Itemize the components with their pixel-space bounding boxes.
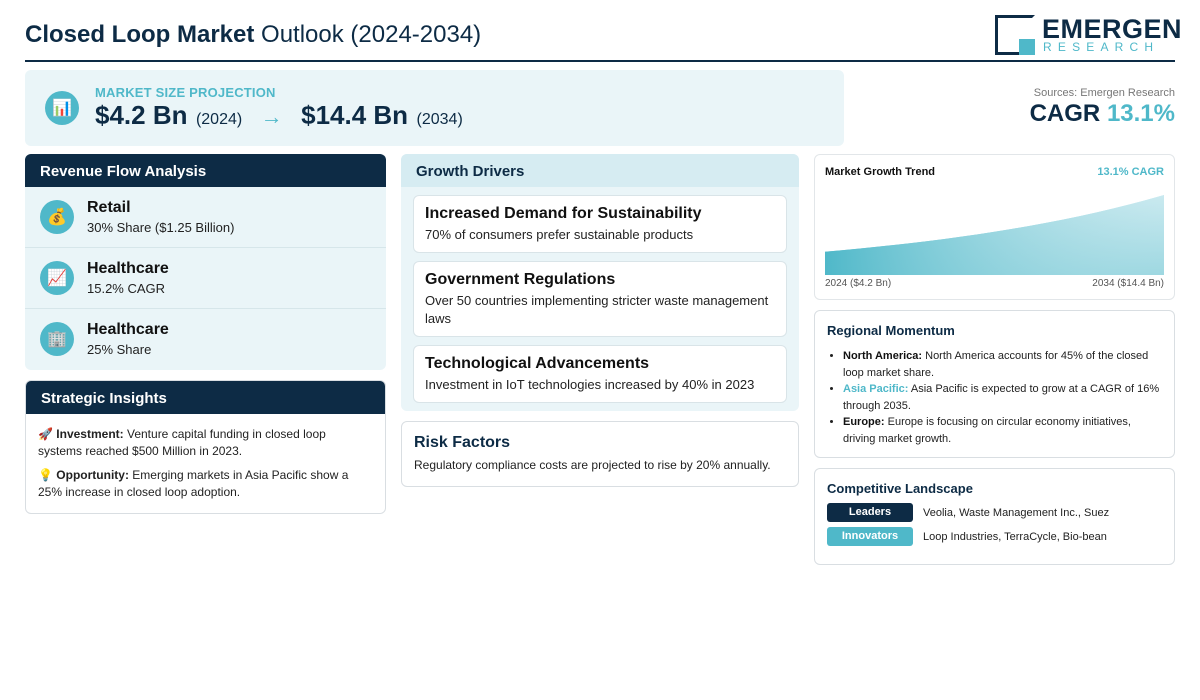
driver-card: Increased Demand for Sustainability 70% … — [413, 195, 787, 253]
cagr-value: 13.1% — [1106, 100, 1175, 127]
projection-label: MARKET SIZE PROJECTION — [95, 85, 276, 100]
end-year: (2034) — [416, 111, 463, 128]
risk-factors-text: Regulatory compliance costs are projecte… — [414, 458, 771, 472]
region-label: Asia Pacific: — [843, 383, 909, 395]
projection-values: $4.2 Bn (2024) → $14.4 Bn (2034) — [95, 100, 463, 131]
growth-area-highlight — [825, 195, 1164, 275]
driver-text: Over 50 countries implementing stricter … — [425, 293, 769, 326]
sources-text: Sources: Emergen Research — [1033, 87, 1175, 99]
page-header: Closed Loop Market Outlook (2024-2034) E… — [25, 12, 1182, 62]
emergen-logo: EMERGEN RESEARCH — [995, 14, 1182, 56]
trend-start-label: 2024 ($4.2 Bn) — [825, 278, 892, 289]
trend-end-label: 2034 ($14.4 Bn) — [1092, 278, 1164, 289]
driver-title: Technological Advancements — [425, 355, 650, 372]
competitive-landscape-heading: Competitive Landscape — [827, 481, 973, 496]
strategic-insights-heading: Strategic Insights — [26, 381, 385, 414]
trend-cagr: 13.1% CAGR — [1097, 166, 1164, 178]
title-rest: Outlook (2024-2034) — [254, 21, 482, 48]
regional-list: North America: North America accounts fo… — [827, 348, 1162, 447]
logo-main-text: EMERGEN — [1042, 14, 1183, 44]
end-value: $14.4 Bn — [301, 100, 409, 130]
driver-text: 70% of consumers prefer sustainable prod… — [425, 227, 694, 242]
trend-up-icon: 📈 — [40, 261, 74, 295]
strategic-insights-panel: Strategic Insights 🚀 Investment: Venture… — [25, 380, 386, 514]
leaders-badge: Leaders — [827, 503, 913, 522]
revenue-item-retail: 💰 Retail 30% Share ($1.25 Billion) — [25, 187, 386, 248]
revenue-item-title: Healthcare — [87, 260, 169, 277]
revenue-item-title: Healthcare — [87, 321, 169, 338]
title-bold: Closed Loop Market — [25, 21, 255, 48]
logo-mark-icon — [995, 15, 1035, 55]
lightbulb-icon: 💡 — [38, 468, 53, 482]
insight-opportunity: 💡 Opportunity: Emerging markets in Asia … — [38, 467, 373, 500]
risk-factors-panel: Risk Factors Regulatory compliance costs… — [401, 421, 799, 487]
revenue-item-sub: 25% Share — [87, 342, 152, 357]
region-label: North America: — [843, 350, 923, 362]
region-north-america: North America: North America accounts fo… — [843, 348, 1162, 381]
revenue-item-healthcare-cagr: 📈 Healthcare 15.2% CAGR — [25, 248, 386, 309]
competitive-row-leaders: Leaders Veolia, Waste Management Inc., S… — [827, 503, 1162, 522]
insight-text: Venture capital funding in closed loop s… — [38, 427, 326, 458]
revenue-flow-panel: Revenue Flow Analysis 💰 Retail 30% Share… — [25, 154, 386, 370]
revenue-item-sub: 15.2% CAGR — [87, 281, 166, 296]
risk-factors-heading: Risk Factors — [414, 434, 511, 451]
driver-card: Government Regulations Over 50 countries… — [413, 261, 787, 337]
insight-text: Emerging markets in Asia Pacific show a … — [38, 468, 349, 499]
driver-text: Investment in IoT technologies increased… — [425, 377, 755, 392]
cagr-headline: CAGR 13.1% — [1030, 100, 1175, 128]
driver-title: Increased Demand for Sustainability — [425, 205, 702, 222]
market-growth-trend-panel: Market Growth Trend 13.1% CAGR 2024 ($4.… — [814, 154, 1175, 300]
insight-label: Opportunity: — [56, 468, 129, 482]
region-text: Europe is focusing on circular economy i… — [843, 416, 1131, 445]
driver-title: Government Regulations — [425, 271, 616, 288]
revenue-flow-heading: Revenue Flow Analysis — [25, 154, 386, 187]
regional-momentum-panel: Regional Momentum North America: North A… — [814, 310, 1175, 458]
revenue-item-title: Retail — [87, 199, 131, 216]
region-europe: Europe: Europe is focusing on circular e… — [843, 414, 1162, 447]
start-year: (2024) — [195, 111, 243, 128]
arrow-right-icon: → — [260, 104, 283, 129]
chart-icon: 📊 — [45, 91, 79, 125]
trend-title: Market Growth Trend — [825, 166, 936, 178]
insight-investment: 🚀 Investment: Venture capital funding in… — [38, 426, 373, 459]
region-label: Europe: — [843, 416, 885, 428]
innovators-text: Loop Industries, TerraCycle, Bio-bean — [923, 530, 1107, 543]
leaders-text: Veolia, Waste Management Inc., Suez — [923, 506, 1110, 519]
money-bag-icon: 💰 — [40, 200, 74, 234]
competitive-landscape-panel: Competitive Landscape Leaders Veolia, Wa… — [814, 468, 1175, 565]
growth-area-chart — [825, 195, 1164, 275]
competitive-row-innovators: Innovators Loop Industries, TerraCycle, … — [827, 527, 1162, 546]
logo-sub-text: RESEARCH — [1043, 40, 1160, 54]
cagr-label: CAGR — [1029, 100, 1101, 127]
region-asia-pacific: Asia Pacific: Asia Pacific is expected t… — [843, 381, 1162, 414]
growth-drivers-panel: Growth Drivers Increased Demand for Sust… — [401, 154, 799, 411]
driver-card: Technological Advancements Investment in… — [413, 345, 787, 403]
regional-momentum-heading: Regional Momentum — [827, 323, 955, 338]
rocket-icon: 🚀 — [38, 427, 53, 441]
region-text: Asia Pacific is expected to grow at a CA… — [843, 383, 1160, 412]
growth-drivers-heading: Growth Drivers — [401, 154, 799, 187]
insight-label: Investment: — [56, 427, 124, 441]
revenue-item-healthcare-share: 🏢 Healthcare 25% Share — [25, 309, 386, 370]
page-title: Closed Loop Market Outlook (2024-2034) — [25, 21, 481, 49]
building-icon: 🏢 — [40, 322, 74, 356]
start-value: $4.2 Bn — [95, 100, 188, 130]
market-size-projection: 📊 MARKET SIZE PROJECTION $4.2 Bn (2024) … — [25, 70, 844, 146]
region-text: North America accounts for 45% of the cl… — [843, 350, 1149, 379]
innovators-badge: Innovators — [827, 527, 913, 546]
revenue-item-sub: 30% Share ($1.25 Billion) — [87, 220, 235, 235]
